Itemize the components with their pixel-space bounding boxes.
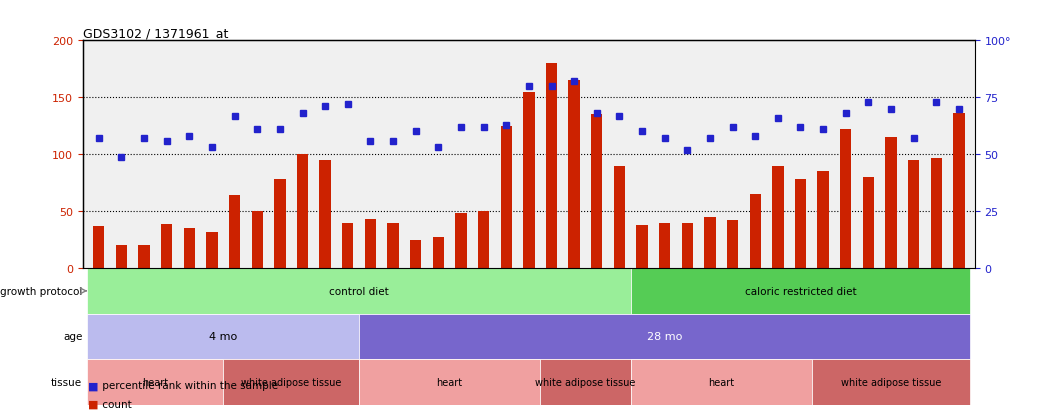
Bar xyxy=(229,196,241,268)
Bar xyxy=(501,126,512,268)
Bar xyxy=(319,161,331,268)
Bar xyxy=(614,166,625,268)
Text: white adipose tissue: white adipose tissue xyxy=(241,377,341,387)
Text: heart: heart xyxy=(708,377,734,387)
Bar xyxy=(727,221,738,268)
Bar xyxy=(681,223,693,268)
Bar xyxy=(930,158,942,268)
Bar xyxy=(455,214,467,268)
Text: white adipose tissue: white adipose tissue xyxy=(535,377,636,387)
Bar xyxy=(93,226,105,268)
Bar xyxy=(591,115,602,268)
Bar xyxy=(365,220,376,268)
Bar xyxy=(184,229,195,268)
Text: heart: heart xyxy=(142,377,168,387)
Text: growth protocol: growth protocol xyxy=(0,286,82,296)
FancyBboxPatch shape xyxy=(540,359,630,405)
Bar xyxy=(410,240,421,268)
Bar xyxy=(297,155,308,268)
Bar xyxy=(252,211,263,268)
Bar xyxy=(863,178,874,268)
Bar xyxy=(342,223,354,268)
Text: 4 mo: 4 mo xyxy=(209,332,237,342)
Text: ■: ■ xyxy=(88,399,99,409)
FancyBboxPatch shape xyxy=(812,359,971,405)
FancyBboxPatch shape xyxy=(359,314,971,359)
Bar xyxy=(704,217,716,268)
Bar xyxy=(524,93,534,268)
Bar xyxy=(545,64,557,268)
Text: 28 mo: 28 mo xyxy=(647,332,682,342)
Bar xyxy=(817,172,829,268)
Bar xyxy=(478,211,489,268)
Text: tissue: tissue xyxy=(51,377,82,387)
FancyBboxPatch shape xyxy=(87,268,630,314)
Bar xyxy=(388,223,398,268)
Text: percentile rank within the sample: percentile rank within the sample xyxy=(99,380,278,390)
Bar xyxy=(908,161,920,268)
Bar xyxy=(773,166,784,268)
Bar xyxy=(274,180,285,268)
Text: GDS3102 / 1371961_at: GDS3102 / 1371961_at xyxy=(83,27,228,40)
Text: age: age xyxy=(63,332,82,342)
Bar xyxy=(660,223,670,268)
Bar xyxy=(840,130,851,268)
FancyBboxPatch shape xyxy=(87,359,223,405)
Bar xyxy=(886,138,897,268)
Bar xyxy=(206,232,218,268)
Text: heart: heart xyxy=(437,377,463,387)
Bar xyxy=(637,225,648,268)
Bar xyxy=(953,114,964,268)
Bar xyxy=(568,81,580,268)
Bar xyxy=(116,246,128,268)
Bar xyxy=(161,224,172,268)
Bar xyxy=(750,195,761,268)
Text: white adipose tissue: white adipose tissue xyxy=(841,377,942,387)
Text: count: count xyxy=(99,399,132,409)
FancyBboxPatch shape xyxy=(630,359,812,405)
Bar xyxy=(138,246,149,268)
FancyBboxPatch shape xyxy=(630,268,971,314)
Bar xyxy=(432,238,444,268)
FancyBboxPatch shape xyxy=(87,314,359,359)
Text: caloric restricted diet: caloric restricted diet xyxy=(745,286,857,296)
FancyBboxPatch shape xyxy=(223,359,359,405)
Bar xyxy=(794,180,806,268)
Text: control diet: control diet xyxy=(329,286,389,296)
FancyBboxPatch shape xyxy=(359,359,540,405)
Text: ■: ■ xyxy=(88,380,99,390)
